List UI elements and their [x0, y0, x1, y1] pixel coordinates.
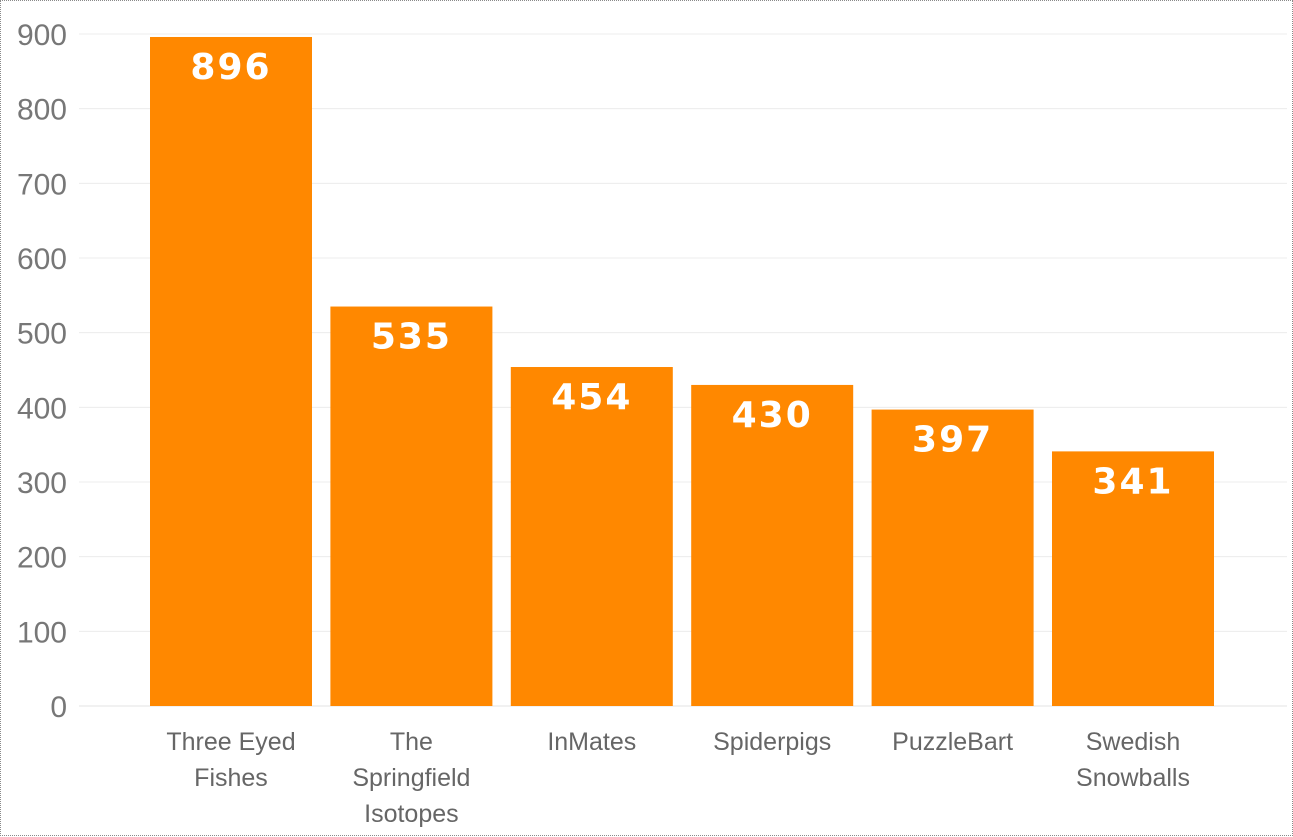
x-tick-label-4: PuzzleBart	[892, 728, 1013, 756]
y-tick-label-200: 200	[17, 542, 67, 575]
bar-2	[510, 367, 673, 706]
data-label-4: 397	[912, 420, 993, 461]
y-tick-label-600: 600	[17, 243, 67, 276]
y-tick-label-700: 700	[17, 168, 67, 201]
x-tick-label-0: Three Eyed Fishes	[166, 728, 295, 792]
data-label-5: 341	[1092, 461, 1173, 502]
x-tick-label-2: InMates	[547, 728, 636, 756]
x-tick-line: PuzzleBart	[892, 728, 1013, 756]
data-label-0: 896	[190, 47, 271, 88]
y-axis-ticks: 0 100 200 300 400 500 600 700 800 900	[17, 19, 67, 724]
x-tick-line: Spiderpigs	[713, 728, 831, 756]
bar-4	[871, 409, 1034, 706]
y-tick-label-400: 400	[17, 392, 67, 425]
x-tick-line: Isotopes	[364, 800, 459, 828]
x-tick-line: Snowballs	[1076, 764, 1190, 792]
x-tick-line: The	[390, 728, 433, 756]
y-tick-label-300: 300	[17, 467, 67, 500]
bar-1	[330, 306, 493, 706]
y-tick-label-100: 100	[17, 616, 67, 649]
data-label-3: 430	[732, 395, 813, 436]
y-tick-label-500: 500	[17, 318, 67, 351]
x-tick-line: Swedish	[1086, 728, 1181, 756]
bar-5	[1052, 451, 1214, 706]
x-tick-label-1: The Springfield Isotopes	[352, 728, 470, 828]
bar-0	[150, 36, 312, 706]
y-tick-label-800: 800	[17, 94, 67, 127]
x-axis-ticks: Three Eyed Fishes The Springfield Isotopes In…	[166, 728, 1190, 828]
y-tick-label-0: 0	[50, 691, 67, 724]
x-tick-line: Three Eyed	[166, 728, 295, 756]
x-tick-line: Fishes	[194, 764, 268, 792]
x-tick-label-3: Spiderpigs	[713, 728, 831, 756]
x-tick-line: InMates	[547, 728, 636, 756]
data-label-2: 454	[551, 377, 632, 418]
bars	[150, 36, 1214, 706]
data-labels: 896 535 454 430 397 341	[190, 47, 1173, 502]
y-tick-label-900: 900	[17, 19, 67, 52]
x-tick-line: Springfield	[352, 764, 470, 792]
data-label-1: 535	[371, 317, 452, 358]
bar-3	[691, 384, 854, 706]
x-tick-label-5: Swedish Snowballs	[1076, 728, 1190, 792]
